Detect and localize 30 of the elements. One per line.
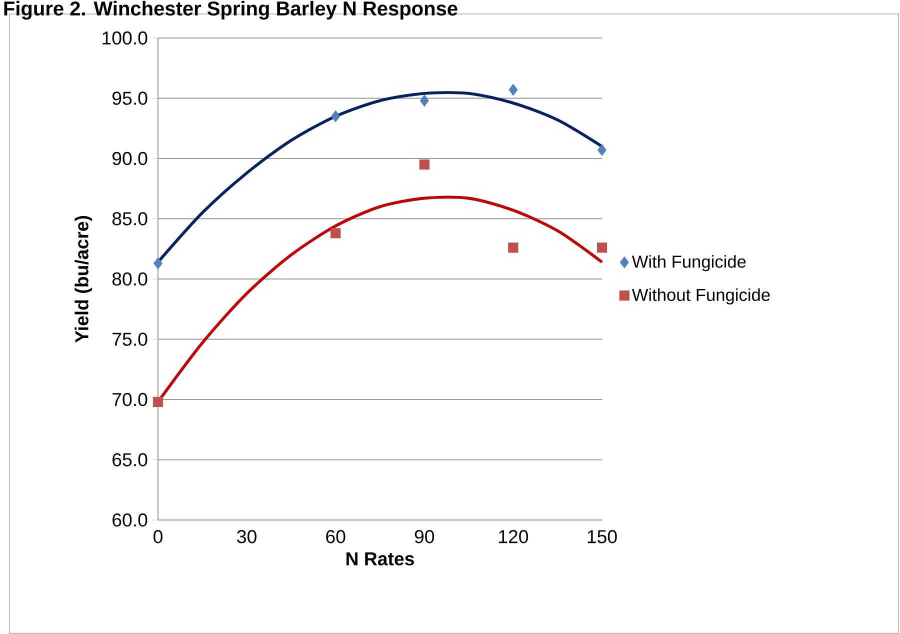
x-axis-title: N Rates bbox=[346, 552, 414, 566]
legend-label: With Fungicide bbox=[632, 255, 746, 272]
y-tick-label: 65.0 bbox=[112, 453, 148, 466]
y-tick-label: 90.0 bbox=[112, 152, 148, 166]
y-tick-label: 75.0 bbox=[112, 332, 148, 346]
y-tick-label: 60.0 bbox=[112, 513, 148, 527]
point bbox=[598, 144, 606, 156]
point bbox=[419, 159, 430, 170]
y-axis-title: Yield (bu/acre) bbox=[74, 216, 92, 343]
x-tick-label: 120 bbox=[499, 530, 528, 544]
x-tick-label: 60 bbox=[326, 530, 346, 544]
point bbox=[154, 257, 162, 270]
x-tick-label: 0 bbox=[154, 530, 162, 544]
legend-label: Without Fungicide bbox=[632, 288, 770, 304]
y-tick-label: 95.0 bbox=[112, 92, 148, 105]
point bbox=[331, 110, 340, 122]
x-tick-label: 30 bbox=[237, 530, 256, 544]
y-tick-label: 70.0 bbox=[112, 392, 148, 406]
point bbox=[152, 396, 164, 407]
point bbox=[508, 84, 518, 96]
point bbox=[330, 228, 341, 238]
chart-title: Figure 2. Winchester Spring Barley N Response bbox=[4, 0, 458, 20]
y-tick-label: 100.0 bbox=[102, 31, 148, 45]
point bbox=[596, 242, 608, 253]
y-tick-label: 85.0 bbox=[112, 212, 148, 226]
x-tick-label: 90 bbox=[414, 530, 434, 544]
point bbox=[508, 242, 518, 253]
y-tick-label: 80.0 bbox=[112, 272, 148, 286]
x-tick-label: 150 bbox=[588, 530, 617, 544]
point bbox=[420, 94, 429, 107]
